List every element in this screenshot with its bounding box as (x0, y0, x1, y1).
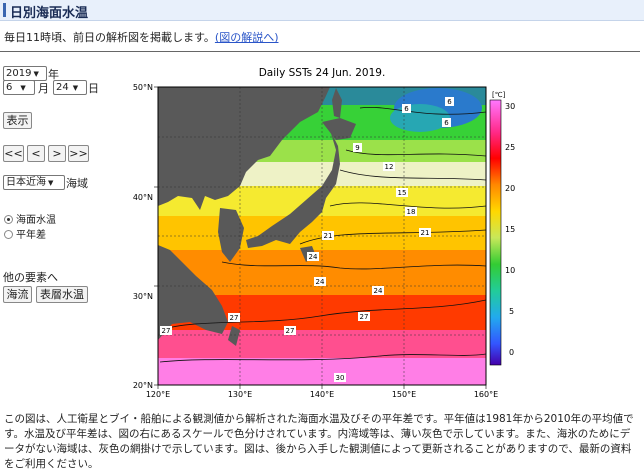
lon-label: 150°E (392, 390, 416, 399)
radio-selected-icon (4, 215, 13, 224)
lat-labels: 50°N 40°N 30°N 20°N (133, 83, 153, 390)
lon-label: 120°E (146, 390, 170, 399)
last-button[interactable]: >> (68, 145, 89, 162)
contour-label: 6 (402, 104, 411, 113)
colorbar-unit: [℃] (492, 91, 506, 99)
svg-text:27: 27 (360, 313, 369, 321)
lat-label: 40°N (133, 193, 153, 202)
colorbar-ticks: 30 25 20 15 10 5 0 (505, 102, 515, 357)
colorbar-tick: 25 (505, 143, 515, 152)
contour-label: 21 (419, 228, 431, 237)
colorbar-tick: 15 (505, 225, 515, 234)
svg-text:24: 24 (374, 287, 383, 295)
radio-unselected-icon (4, 230, 13, 239)
svg-text:6: 6 (444, 119, 449, 127)
contour-label: 27 (358, 312, 370, 321)
region-value: 日本近海 (6, 177, 46, 188)
month-value: 6 (6, 82, 13, 93)
intro-text: 毎日11時頃、前日の解析図を掲載します。(図の解説へ) (4, 29, 279, 45)
contour-label: 27 (284, 326, 296, 335)
radio-sst[interactable]: 海面水温 (4, 211, 56, 226)
header-accent (3, 3, 6, 17)
contour-label: 24 (372, 286, 384, 295)
day-value: 24 (56, 82, 69, 93)
month-unit: 月 (38, 82, 49, 95)
chevron-down-icon: ▼ (72, 84, 79, 92)
year-value: 2019 (6, 68, 32, 79)
lat-label: 20°N (133, 381, 153, 390)
contour-label: 12 (383, 162, 395, 171)
chevron-down-icon: ▼ (48, 179, 54, 187)
contour-lines (159, 106, 487, 363)
page-header: 日別海面水温 (0, 0, 644, 21)
contour-label: 24 (314, 277, 326, 286)
prev-button[interactable]: < (27, 145, 45, 162)
svg-text:30: 30 (336, 374, 345, 382)
colorbar: [℃] 30 25 20 15 10 5 0 (489, 91, 515, 366)
lat-label: 30°N (133, 292, 153, 301)
divider (0, 51, 640, 52)
contour-label: 21 (322, 231, 334, 240)
lon-label: 140°E (310, 390, 334, 399)
svg-text:24: 24 (316, 278, 325, 286)
lon-labels: 120°E 130°E 140°E 150°E 160°E (146, 390, 498, 399)
contour-label: 6 (445, 97, 454, 106)
show-button[interactable]: 表示 (3, 112, 32, 129)
colorbar-gradient (489, 99, 502, 366)
map-title: Daily SSTs 24 Jun. 2019. (259, 67, 386, 79)
footer-description: この図は、人工衛星とブイ・船舶による観測値から解析された海面水温及びその平年差で… (4, 413, 634, 470)
svg-text:12: 12 (385, 163, 394, 171)
contour-label: 9 (353, 143, 362, 152)
svg-text:15: 15 (398, 189, 407, 197)
explanation-link[interactable]: (図の解説へ) (214, 31, 279, 44)
colorbar-tick: 10 (505, 266, 515, 275)
current-button[interactable]: 海流 (3, 286, 32, 303)
subsurface-temp-button[interactable]: 表層水温 (36, 286, 88, 303)
svg-text:27: 27 (286, 327, 295, 335)
svg-text:24: 24 (309, 253, 318, 261)
next-button[interactable]: > (48, 145, 66, 162)
svg-text:27: 27 (162, 327, 171, 335)
colorbar-tick: 0 (509, 348, 514, 357)
contour-labels: 6 6 6 9 12 15 18 21 21 24 24 24 27 27 27… (160, 97, 454, 382)
region-unit: 海域 (66, 177, 88, 190)
svg-text:21: 21 (421, 229, 430, 237)
map-ticks (154, 86, 487, 389)
radio-sst-label: 海面水温 (16, 215, 56, 226)
colorbar-tick: 5 (509, 307, 514, 316)
land-masses (158, 87, 356, 346)
colorbar-tick: 30 (505, 102, 515, 111)
contour-label: 24 (307, 252, 319, 261)
day-select[interactable]: 24 ▼ (53, 80, 87, 95)
lon-label: 160°E (474, 390, 498, 399)
radio-anomaly[interactable]: 平年差 (4, 226, 46, 241)
month-select[interactable]: 6 ▼ (3, 80, 35, 95)
year-unit: 年 (48, 68, 59, 81)
contour-label: 30 (334, 373, 346, 382)
svg-text:21: 21 (324, 232, 333, 240)
contour-label: 15 (396, 188, 408, 197)
svg-text:18: 18 (407, 208, 416, 216)
svg-text:27: 27 (230, 314, 239, 322)
svg-text:6: 6 (447, 98, 452, 106)
chevron-down-icon: ▼ (33, 70, 39, 78)
page-title: 日別海面水温 (10, 6, 89, 21)
contour-label: 18 (405, 207, 417, 216)
day-unit: 日 (88, 82, 99, 95)
region-select[interactable]: 日本近海 ▼ (3, 175, 65, 190)
other-elements-label: 他の要素へ (3, 271, 58, 284)
svg-text:9: 9 (355, 144, 359, 152)
first-button[interactable]: << (3, 145, 24, 162)
radio-anomaly-label: 平年差 (16, 230, 46, 241)
contour-label: 27 (160, 326, 172, 335)
svg-text:6: 6 (404, 105, 409, 113)
contour-label: 27 (228, 313, 240, 322)
intro-description: 毎日11時頃、前日の解析図を掲載します。 (4, 31, 215, 44)
colorbar-tick: 20 (505, 184, 515, 193)
lat-label: 50°N (133, 83, 153, 92)
contour-label: 6 (442, 118, 451, 127)
chevron-down-icon: ▼ (20, 84, 26, 92)
lon-label: 130°E (228, 390, 252, 399)
